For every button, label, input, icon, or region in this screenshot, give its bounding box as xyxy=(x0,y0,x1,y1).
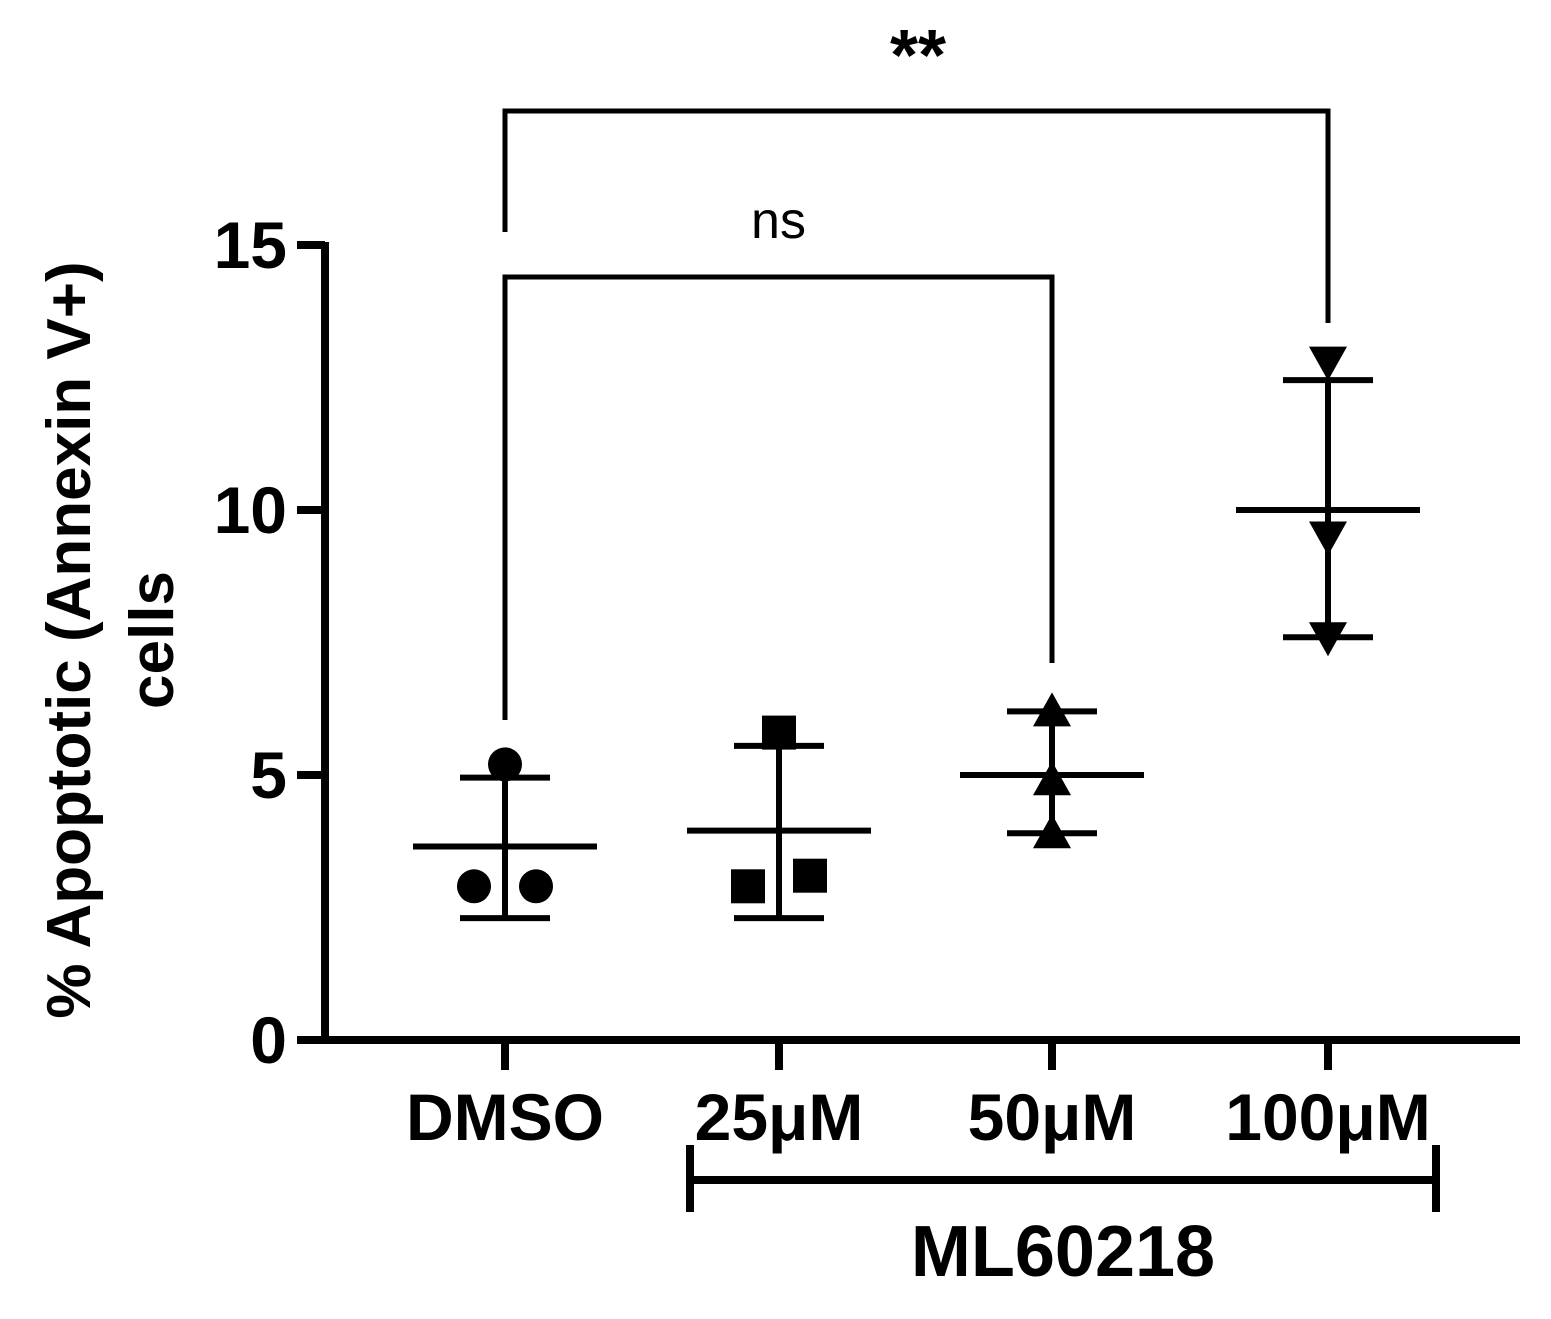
data-series xyxy=(413,346,1420,922)
comparison-label-ns: ns xyxy=(751,192,806,250)
data-point xyxy=(488,747,522,782)
series-square xyxy=(687,715,871,922)
x-tick-label: 25μM xyxy=(695,1080,864,1154)
y-ticks: 0 5 10 15 xyxy=(214,208,325,1077)
y-tick-label: 5 xyxy=(250,738,287,812)
data-point xyxy=(519,869,553,904)
data-point xyxy=(1033,814,1071,849)
y-axis-label-line1: % Apoptotic (Annexin V+) xyxy=(35,261,104,1018)
y-axis-label-line2: cells xyxy=(118,571,187,709)
series-triangle-down xyxy=(1236,346,1420,657)
data-point xyxy=(457,869,491,904)
series-circle xyxy=(413,747,597,922)
group-bracket-label: ML60218 xyxy=(911,1212,1215,1292)
y-axis-label: % Apoptotic (Annexin V+) cells xyxy=(35,261,187,1018)
data-point xyxy=(762,715,796,750)
x-tick-label: DMSO xyxy=(406,1080,604,1154)
axes xyxy=(321,242,1520,1044)
y-tick-label: 15 xyxy=(214,208,287,282)
y-tick-label: 10 xyxy=(214,473,287,547)
group-bracket: ML60218 xyxy=(686,1145,1440,1292)
data-point xyxy=(731,869,765,904)
data-point xyxy=(1033,761,1071,796)
x-ticks: DMSO 25μM 50μM 100μM xyxy=(406,1040,1431,1154)
significance-brackets: ns ** xyxy=(502,16,1331,720)
data-point xyxy=(1309,346,1347,381)
data-point xyxy=(1033,692,1071,727)
comparison-bracket-stars xyxy=(502,108,1331,323)
x-tick-label: 50μM xyxy=(968,1080,1137,1154)
series-triangle-up xyxy=(960,692,1144,849)
comparison-bracket-ns xyxy=(502,274,1055,720)
data-point xyxy=(1309,521,1347,556)
x-tick-label: 100μM xyxy=(1225,1080,1430,1154)
data-point xyxy=(1309,622,1347,657)
y-tick-label: 0 xyxy=(250,1003,287,1077)
comparison-label-stars: ** xyxy=(890,16,946,96)
data-point xyxy=(793,858,827,893)
